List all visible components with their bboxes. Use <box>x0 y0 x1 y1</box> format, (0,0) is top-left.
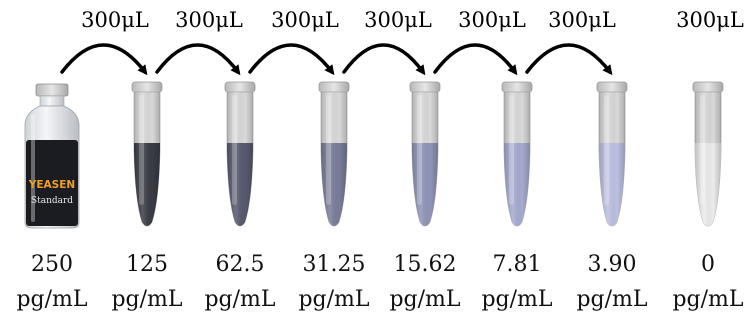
concentration-unit: pg/mL <box>16 287 88 312</box>
tube-cap <box>596 81 628 93</box>
concentration-unit: pg/mL <box>111 287 183 312</box>
tube-highlight <box>232 95 237 205</box>
concentration-unit: pg/mL <box>576 287 648 312</box>
transfer-arrow <box>248 43 335 76</box>
tube-shading <box>134 92 160 226</box>
tube-1 <box>131 81 163 227</box>
transfer-volume-label: 300μL <box>81 8 149 32</box>
tube-shading <box>504 92 530 226</box>
tube-highlight <box>417 95 422 205</box>
vial-neck <box>39 95 65 107</box>
standard-vial: YEASEN Standard <box>24 83 80 229</box>
tube-cap <box>131 81 163 93</box>
tube-highlight <box>509 95 514 205</box>
tube-3 <box>318 81 350 227</box>
concentration-unit: pg/mL <box>298 287 370 312</box>
tube-shading <box>227 92 253 226</box>
transfer-volume-label: 300μL <box>676 8 744 32</box>
transfer-arrow <box>342 43 426 76</box>
vial-liquid <box>26 140 78 226</box>
concentration-value: 0 <box>701 252 715 277</box>
concentration-value: 7.81 <box>492 252 542 277</box>
vial-cap <box>35 83 69 97</box>
transfer-volume-label: 300μL <box>271 8 339 32</box>
concentration-unit: pg/mL <box>389 287 461 312</box>
concentration-value: 31.25 <box>302 252 366 277</box>
transfer-arrow <box>433 43 518 76</box>
tube-cap <box>318 81 350 93</box>
vial-highlight <box>31 114 35 222</box>
tube-2 <box>224 81 256 227</box>
tube-highlight <box>604 95 609 205</box>
tube-highlight <box>139 95 144 205</box>
tube-shading <box>412 92 438 226</box>
tube-6 <box>596 81 628 227</box>
tube-4 <box>409 81 441 227</box>
concentration-value: 15.62 <box>393 252 457 277</box>
transfer-arrow <box>155 43 241 76</box>
tube-cap <box>409 81 441 93</box>
concentration-unit: pg/mL <box>481 287 553 312</box>
concentration-unit: pg/mL <box>672 287 744 312</box>
vial-brand-logo: YEASEN <box>28 179 75 191</box>
tube-shading <box>599 92 625 226</box>
transfer-volume-label: 300μL <box>364 8 432 32</box>
concentration-value: 62.5 <box>215 252 265 277</box>
concentration-unit: pg/mL <box>204 287 276 312</box>
tube-shading <box>695 92 721 226</box>
tube-shading <box>321 92 347 226</box>
transfer-arrow <box>60 43 148 76</box>
concentration-value: 250 <box>31 252 73 277</box>
transfer-volume-label: 300μL <box>548 8 616 32</box>
tube-highlight <box>326 95 331 205</box>
transfer-arrow <box>525 43 613 76</box>
tube-5 <box>501 81 533 227</box>
vial-standard-label: Standard <box>31 196 73 206</box>
tube-cap <box>501 81 533 93</box>
tube-cap <box>692 81 724 93</box>
concentration-value: 3.90 <box>587 252 637 277</box>
concentration-value: 125 <box>126 252 168 277</box>
tube-cap <box>224 81 256 93</box>
transfer-volume-label: 300μL <box>458 8 526 32</box>
transfer-volume-label: 300μL <box>175 8 243 32</box>
tube-highlight <box>700 95 705 205</box>
tube-7 <box>692 81 724 227</box>
